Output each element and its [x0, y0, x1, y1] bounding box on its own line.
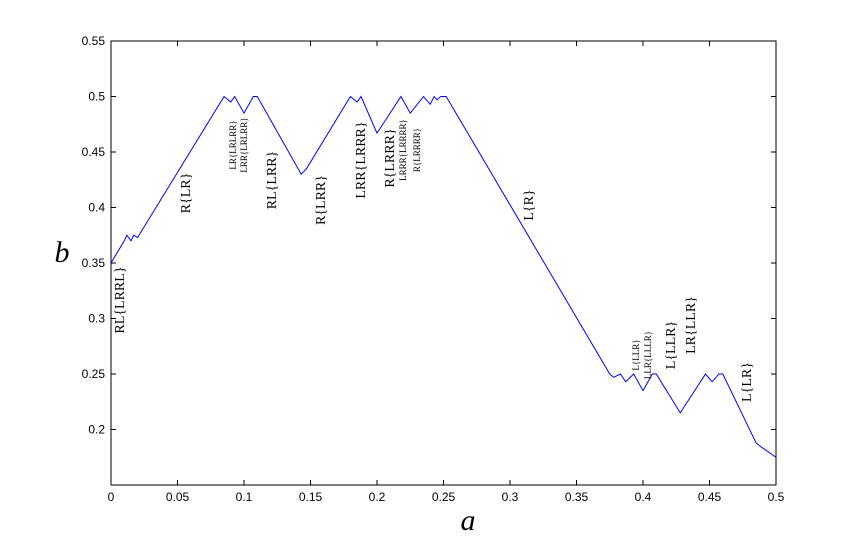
x-tick-label: 0 [108, 490, 115, 504]
y-tick-label: 0.5 [88, 90, 105, 104]
data-line [110, 95, 777, 458]
annotation: LLR{LLLR} [643, 331, 653, 379]
x-tick-label: 0.4 [635, 490, 652, 504]
x-axis-label: a [461, 504, 476, 537]
annotation: R{LRRR} [383, 128, 398, 187]
annotation: LR{LRLRR} [228, 120, 238, 169]
annotation: LRR{LRLRR} [239, 117, 249, 172]
annotation: R{LR} [179, 173, 194, 214]
x-tick-label: 0.05 [166, 490, 190, 504]
annotation: RL{LRR} [265, 151, 280, 210]
y-tick-label: 0.45 [82, 145, 106, 159]
x-tick-label: 0.15 [299, 490, 323, 504]
y-tick-label: 0.3 [88, 312, 105, 326]
x-tick-label: 0.3 [502, 490, 519, 504]
y-tick-label: 0.25 [82, 367, 106, 381]
x-tick-label: 0.2 [369, 490, 386, 504]
annotation: L{LLR} [631, 339, 641, 370]
annotation: L{LR} [740, 362, 755, 402]
x-tick-label: 0.35 [565, 490, 589, 504]
x-tick-label: 0.45 [698, 490, 722, 504]
annotation: R{LRR} [314, 175, 329, 225]
annotation: RL{LRRL} [113, 266, 128, 333]
y-tick-label: 0.55 [82, 34, 106, 48]
annotation: LRR{LRRR} [354, 121, 369, 198]
y-tick-label: 0.4 [88, 201, 105, 215]
annotation: L{LLR} [664, 321, 679, 369]
y-axis-label: b [55, 236, 70, 269]
annotation: LRRR{LRRRR} [398, 119, 408, 181]
x-tick-label: 0.1 [236, 490, 253, 504]
y-tick-label: 0.2 [88, 423, 105, 437]
y-tick-label: 0.35 [82, 256, 106, 270]
x-tick-label: 0.5 [768, 490, 785, 504]
x-tick-label: 0.25 [432, 490, 456, 504]
annotation: L{R} [522, 189, 537, 220]
annotation: R{LRRRR} [412, 128, 422, 172]
annotation: LR{LLR} [684, 296, 699, 354]
